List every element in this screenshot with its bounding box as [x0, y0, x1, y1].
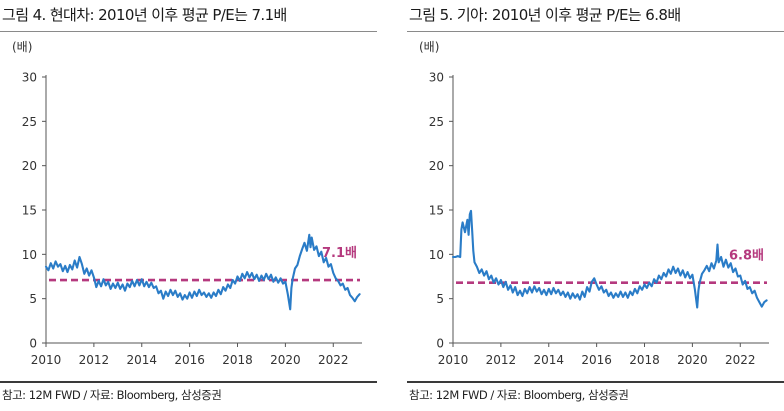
- source-note: 참고: 12M FWD / 자료: Bloomberg, 삼성증권: [409, 388, 629, 402]
- y-tick-label: 30: [22, 71, 37, 85]
- chart-title: 그림 4. 현대차: 2010년 이후 평균 P/E는 7.1배: [2, 6, 287, 24]
- source-divider: [0, 381, 377, 383]
- average-label: 7.1배: [322, 245, 357, 261]
- chart-title: 그림 5. 기아: 2010년 이후 평균 P/E는 6.8배: [409, 6, 681, 24]
- pe-line-chart-hyundai: (배) 0 5 10 15 20 25 30 2010 2012 2014 2016 2018 2020 2…: [12, 40, 362, 367]
- x-tick-label: 2020: [677, 353, 708, 367]
- source-divider: [407, 381, 784, 383]
- x-tick-label: 2010: [438, 353, 469, 367]
- source-note: 참고: 12M FWD / 자료: Bloomberg, 삼성증권: [2, 388, 222, 402]
- x-tick-label: 2022: [318, 353, 349, 367]
- y-axis-unit: (배): [419, 40, 439, 54]
- y-axis-unit: (배): [12, 40, 32, 54]
- y-tick-label: 0: [29, 337, 37, 351]
- y-tick-label: 5: [29, 292, 37, 306]
- y-tick-label: 25: [22, 115, 37, 129]
- x-tick-label: 2022: [725, 353, 756, 367]
- y-tick-label: 25: [429, 115, 444, 129]
- x-tick-label: 2016: [581, 353, 612, 367]
- average-label: 6.8배: [729, 248, 764, 264]
- y-tick-label: 10: [429, 248, 444, 262]
- pe-line-chart-kia: (배) 0 5 10 15 20 25 30 2010 2012 2014 2016 2018 2020 2…: [419, 40, 769, 367]
- x-tick-label: 2014: [533, 353, 564, 367]
- x-tick-label: 2018: [629, 353, 660, 367]
- x-tick-label: 2018: [222, 353, 253, 367]
- y-tick-label: 20: [22, 159, 37, 173]
- y-tick-label: 20: [429, 159, 444, 173]
- x-tick-label: 2016: [174, 353, 205, 367]
- title-divider: [407, 31, 784, 32]
- pe-series-line: [451, 209, 768, 309]
- x-tick-label: 2012: [79, 353, 110, 367]
- pe-series-line: [44, 233, 361, 311]
- chart-panel-hyundai: 그림 4. 현대차: 2010년 이후 평균 P/E는 7.1배 (배) 0 5 10…: [0, 0, 377, 411]
- y-tick-label: 30: [429, 71, 444, 85]
- x-tick-label: 2014: [126, 353, 157, 367]
- y-tick-label: 15: [429, 204, 444, 218]
- chart-panel-kia: 그림 5. 기아: 2010년 이후 평균 P/E는 6.8배 (배) 0 5 10 1…: [407, 0, 784, 411]
- x-tick-label: 2020: [270, 353, 301, 367]
- x-tick-label: 2012: [486, 353, 517, 367]
- y-tick-label: 0: [436, 337, 444, 351]
- x-tick-label: 2010: [31, 353, 62, 367]
- y-tick-label: 15: [22, 204, 37, 218]
- title-divider: [0, 31, 377, 32]
- y-tick-label: 5: [436, 292, 444, 306]
- y-tick-label: 10: [22, 248, 37, 262]
